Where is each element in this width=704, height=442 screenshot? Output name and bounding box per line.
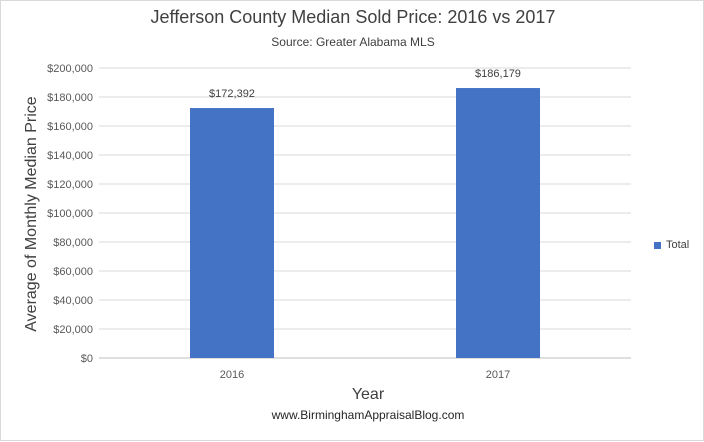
x-tick-label: 2017 bbox=[486, 369, 510, 381]
legend: Total bbox=[654, 239, 689, 251]
legend-swatch-total bbox=[654, 241, 661, 249]
footer-url: www.BirminghamAppraisalBlog.com bbox=[271, 408, 465, 422]
legend-label-total: Total bbox=[666, 239, 690, 251]
data-label: $172,392 bbox=[209, 88, 255, 100]
y-tick-label: $60,000 bbox=[53, 266, 93, 278]
y-tick-label: $140,000 bbox=[47, 150, 93, 162]
chart-subtitle: Source: Greater Alabama MLS bbox=[271, 35, 435, 49]
y-tick-label: $100,000 bbox=[47, 208, 93, 220]
y-tick-label: $20,000 bbox=[53, 324, 93, 336]
y-tick-label: $160,000 bbox=[47, 121, 93, 133]
y-tick-label: $80,000 bbox=[53, 237, 93, 249]
y-tick-label: $40,000 bbox=[53, 295, 93, 307]
y-tick-label: $120,000 bbox=[47, 179, 93, 191]
y-tick-label: $200,000 bbox=[47, 63, 93, 75]
data-label: $186,179 bbox=[475, 68, 521, 80]
x-tick-label: 2016 bbox=[220, 369, 244, 381]
y-tick-label: $0 bbox=[81, 353, 93, 365]
bar bbox=[190, 108, 274, 358]
x-axis-title: Year bbox=[351, 386, 385, 403]
bar bbox=[456, 88, 540, 358]
chart-title: Jefferson County Median Sold Price: 2016… bbox=[150, 7, 556, 27]
y-tick-label: $180,000 bbox=[47, 92, 93, 104]
